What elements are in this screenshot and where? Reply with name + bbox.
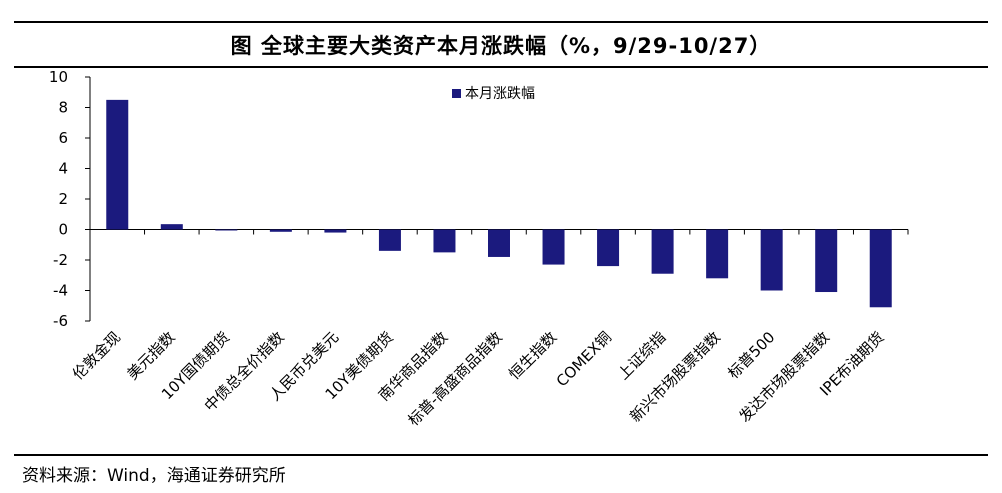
bar [651,229,674,274]
legend-label: 本月涨跌幅 [465,86,535,102]
bar [269,229,292,232]
bar-chart: 10 8 6 4 2 0 -2 -4 -6 伦敦金现 美元指数10Y国债期货中债总全价指数人民币兑… [49,68,909,430]
y-axis: 10 8 6 4 2 0 -2 -4 -6 [49,68,91,330]
bar [106,99,129,230]
y-tick-label: 4 [58,160,68,178]
chart-title: 图 全球主要大类资产本月涨跌幅（%，9/29-10/27） [230,34,772,58]
bar [488,229,510,257]
y-tick-label: -4 [53,282,68,300]
bar [324,229,347,233]
legend: 本月涨跌幅 [452,86,535,102]
x-tick-label: 标普-高盛商品指数 [404,328,505,429]
y-tick-label: -2 [53,251,68,269]
x-tick-label: 美元指数 [123,328,178,383]
legend-swatch [452,89,461,98]
y-tick-label: 2 [58,190,68,208]
bar [160,224,183,230]
bar [760,229,783,291]
bar [378,229,401,251]
x-tick-label: 恒生指数 [505,328,560,383]
x-tick-labels: 伦敦金现 美元指数10Y国债期货中债总全价指数人民币兑美元10Y美债期货南华商品指… [69,328,888,429]
source-note: 资料来源：Wind，海通证券研究所 [22,466,286,486]
top-rule [14,21,988,23]
y-tick-label: 6 [58,129,68,147]
x-tick-label: 标普500 [724,328,778,382]
bar [597,229,620,267]
x-tick-label: 上证综指 [614,328,669,383]
title-underline [14,66,988,68]
bar [433,229,456,253]
bottom-rule [14,454,988,456]
bar [706,229,729,279]
bar [815,229,838,293]
y-tick-label: -6 [53,312,68,330]
x-tick-label: 伦敦金现 [69,328,124,383]
y-tick-label: 8 [58,99,68,117]
bar [869,229,892,308]
bars [106,99,892,308]
bar [542,229,565,265]
y-tick-label: 10 [49,68,68,86]
x-tick-label: COMEX铜 [553,328,615,390]
bar [215,229,238,231]
y-tick-label: 0 [58,221,68,239]
